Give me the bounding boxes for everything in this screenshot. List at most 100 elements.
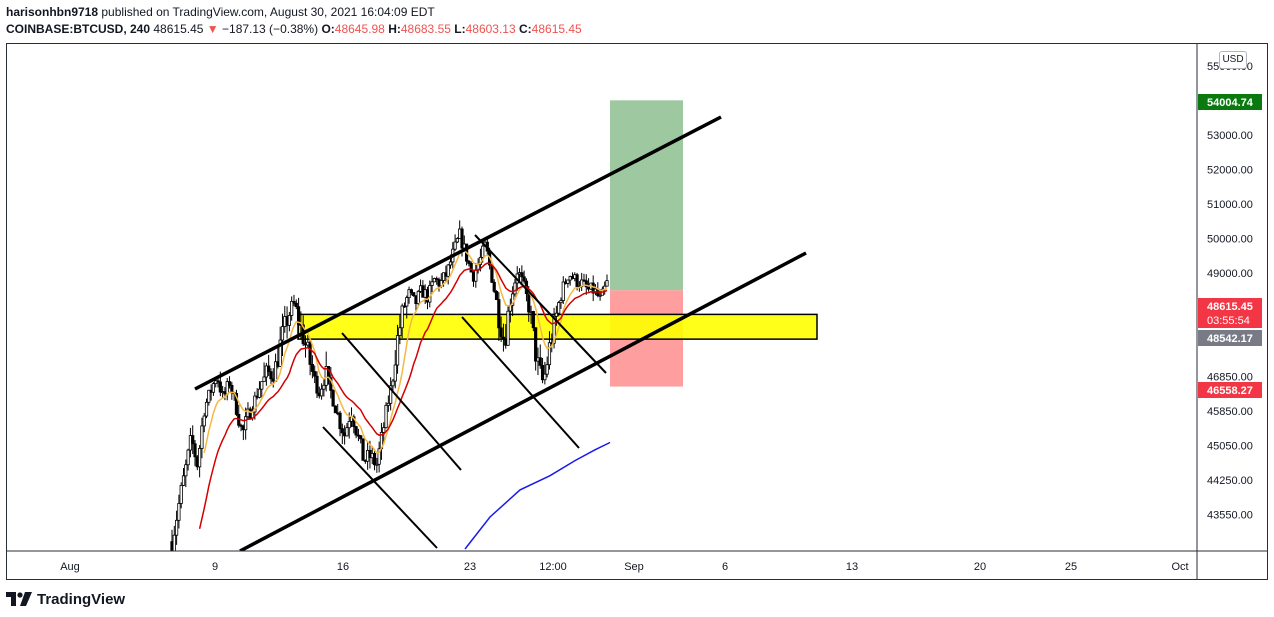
candle-body (172, 534, 176, 551)
candle-body (177, 503, 181, 521)
candle-body (492, 281, 496, 292)
low-label: L: (454, 22, 466, 36)
profit-target-zone[interactable] (610, 100, 683, 291)
candle-body (494, 290, 499, 301)
candle-body (552, 315, 556, 344)
candle-body (216, 380, 220, 383)
candle-body (534, 327, 538, 362)
symbol-legend: COINBASE:BTCUSD, 240 48615.45 ▼ −187.13 … (6, 22, 582, 36)
tradingview-brand: TradingView (37, 590, 126, 608)
lower-channel-line[interactable] (239, 251, 807, 551)
candle-body (186, 449, 190, 466)
candle-body (313, 371, 317, 377)
open-label: O: (321, 22, 335, 36)
candle-body (540, 364, 545, 381)
candle-body (345, 427, 349, 437)
candle-body (377, 448, 381, 465)
candles-group (170, 220, 609, 551)
descending-channel-line[interactable] (322, 426, 438, 549)
candle-body (354, 426, 358, 436)
candle-body (545, 364, 549, 375)
open-value: 48645.98 (334, 22, 385, 36)
time-tick-label: 20 (974, 561, 986, 573)
candle-body (347, 420, 351, 429)
candle-body (531, 311, 535, 329)
candle-body (322, 384, 326, 390)
stop-price-label: 46558.27 (1207, 385, 1253, 397)
change-down-icon: ▼ (206, 22, 219, 36)
candle-body (432, 278, 436, 283)
candle-body (175, 519, 179, 536)
time-axis[interactable]: Aug 9 16 23 12:00 Sep 6 13 20 25 Oct (60, 561, 1188, 573)
price-tick-label: 50000.00 (1207, 234, 1253, 246)
candle-body (416, 291, 420, 305)
candle-body (409, 289, 413, 293)
candle-body (428, 285, 432, 303)
candle-body (499, 327, 503, 338)
candle-body (400, 305, 404, 329)
candle-body (179, 484, 183, 504)
candle-body (513, 282, 517, 295)
candle-body (501, 336, 506, 340)
tradingview-branding[interactable]: TradingView (6, 589, 125, 609)
time-tick-label: 12:00 (539, 561, 567, 573)
support-zone-rectangle[interactable] (297, 313, 818, 340)
chart-frame (6, 43, 1268, 580)
candle-body (280, 326, 285, 341)
candle-body (522, 276, 526, 282)
low-value: 48603.13 (465, 22, 516, 36)
descending-channel-line[interactable] (474, 234, 607, 374)
candle-body (372, 453, 377, 466)
candle-body (326, 366, 331, 379)
candle-body (469, 263, 473, 273)
candle-body (460, 228, 464, 249)
candle-body (315, 375, 319, 394)
time-tick-label: Sep (624, 561, 644, 573)
candle-body (359, 435, 363, 440)
publish-date: published on TradingView.com, August 30,… (101, 5, 435, 19)
plot-area[interactable] (170, 100, 818, 558)
candle-body (391, 380, 395, 387)
candle-body (566, 279, 570, 284)
candle-body (527, 293, 531, 313)
ema-slow-line[interactable] (464, 441, 611, 550)
close-value: 48615.45 (531, 22, 582, 36)
ema-price-label: 48542.17 (1207, 333, 1253, 345)
candle-body (389, 385, 393, 404)
price-tick-label: 44250.00 (1207, 475, 1253, 487)
candle-body (575, 274, 579, 287)
price-tick-label: 45050.00 (1207, 441, 1253, 453)
target-price-label: 54004.74 (1207, 97, 1254, 109)
price-labels: 54004.74 48615.45 03:55:54 48542.17 46558.27 (1198, 94, 1262, 398)
ema-fast-line[interactable] (203, 249, 608, 454)
last-price-label-bg (1198, 298, 1262, 328)
price-tick-label: 53000.00 (1207, 130, 1253, 142)
candle-body (543, 373, 547, 381)
author-name[interactable]: harisonhbn9718 (6, 5, 99, 19)
currency-badge[interactable]: USD (1219, 51, 1247, 69)
candle-body (218, 381, 222, 393)
candle-body (184, 464, 188, 477)
last-price: 48615.45 (153, 22, 204, 36)
candle-body (382, 427, 386, 433)
candle-body (598, 294, 602, 297)
price-tick-label: 46850.00 (1207, 372, 1253, 384)
time-tick-label: 9 (212, 561, 218, 573)
candle-body (234, 393, 239, 415)
high-label: H: (388, 22, 401, 36)
upper-channel-line[interactable] (194, 115, 722, 391)
price-tick-label: 52000.00 (1207, 165, 1253, 177)
time-tick-label: 16 (337, 561, 349, 573)
candle-body (384, 404, 388, 429)
candle-body (340, 428, 344, 434)
descending-channel-line[interactable] (461, 316, 580, 449)
time-tick-label: 25 (1065, 561, 1077, 573)
candle-body (559, 300, 563, 304)
price-axis[interactable]: 55000.0054000.0053000.0052000.0051000.00… (1207, 61, 1253, 522)
candle-body (287, 315, 291, 326)
candle-body (430, 281, 434, 286)
candle-body (395, 335, 400, 366)
symbol-name[interactable]: COINBASE:BTCUSD, 240 (6, 22, 151, 36)
descending-channel-line[interactable] (341, 332, 462, 471)
